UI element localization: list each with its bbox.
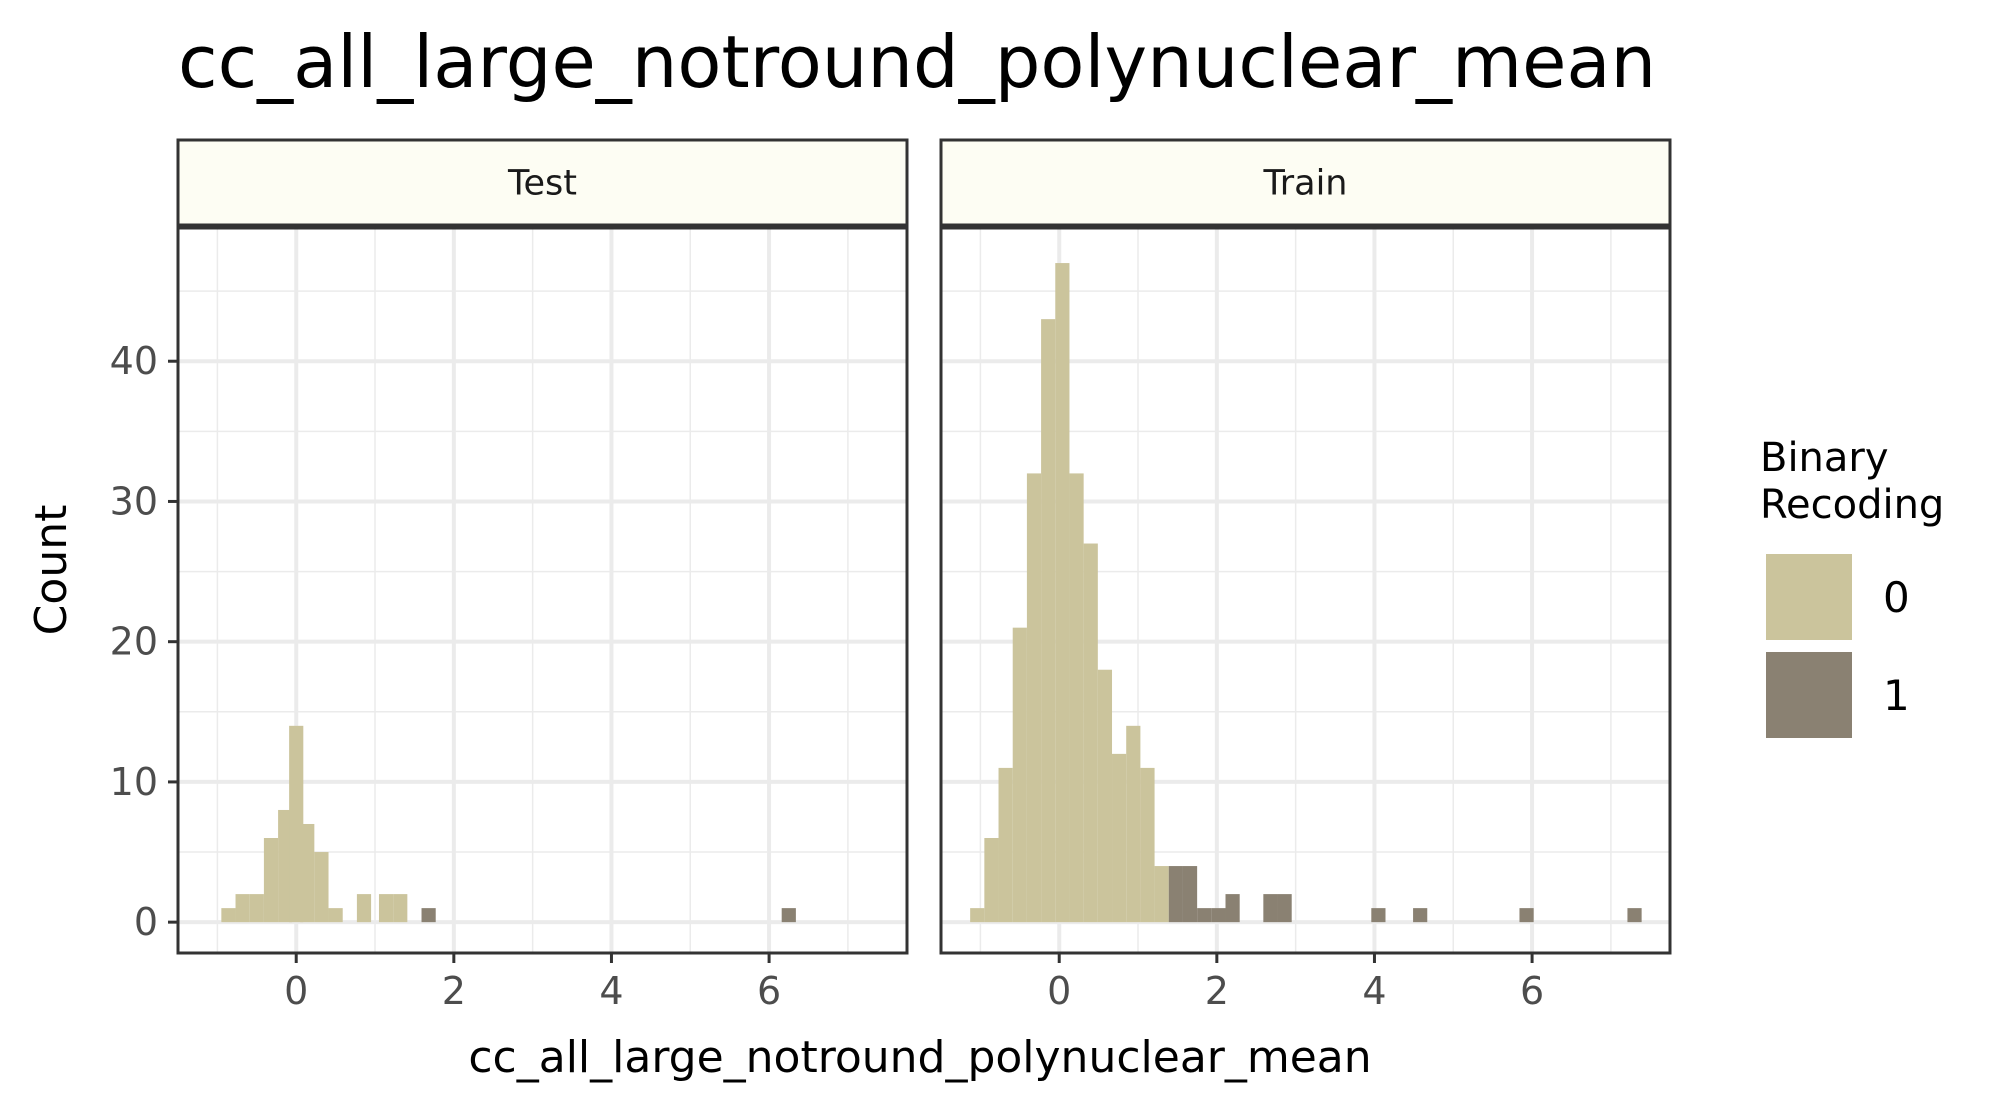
bar bbox=[314, 852, 329, 923]
bar bbox=[1277, 894, 1292, 923]
panel-train: Train 0 2 4 6 bbox=[939, 138, 1672, 1013]
legend-title-line-2: Recoding bbox=[1760, 482, 1944, 528]
bar bbox=[781, 908, 796, 923]
x-tick-label: 4 bbox=[1362, 969, 1386, 1013]
bar bbox=[1012, 627, 1027, 923]
x-axis-title: cc_all_large_notround_polynuclear_mean bbox=[468, 1032, 1371, 1083]
bar bbox=[1126, 725, 1141, 923]
legend-swatch-1 bbox=[1766, 652, 1852, 738]
bar bbox=[1197, 908, 1212, 923]
bar bbox=[1225, 894, 1240, 923]
bar bbox=[356, 894, 372, 923]
y-tick-label: 30 bbox=[110, 479, 158, 523]
bar bbox=[1112, 753, 1127, 923]
x-tick-label: 6 bbox=[1520, 969, 1544, 1013]
x-tick-label: 6 bbox=[757, 969, 781, 1013]
bar bbox=[421, 908, 436, 923]
y-tick-label: 0 bbox=[134, 900, 158, 944]
x-tick-label: 0 bbox=[1047, 969, 1071, 1013]
series-test-0 bbox=[221, 725, 408, 923]
panel-test: Test 0 2 4 6 0 10 20 30 40 bbox=[110, 138, 909, 1013]
bar bbox=[393, 894, 408, 923]
bar bbox=[970, 908, 985, 923]
x-tick-label: 4 bbox=[599, 969, 623, 1013]
bar bbox=[1211, 908, 1226, 923]
series-test-1 bbox=[421, 908, 796, 923]
panel-border-train bbox=[939, 226, 1672, 955]
x-tick-label: 2 bbox=[442, 969, 466, 1013]
bar bbox=[1182, 866, 1198, 923]
facet-panels: Test 0 2 4 6 0 10 20 30 40 Train 0 2 4 6 bbox=[110, 138, 1672, 1013]
bar bbox=[1097, 669, 1113, 923]
y-tick-label: 10 bbox=[110, 760, 158, 804]
bar bbox=[1168, 866, 1183, 923]
bar bbox=[235, 894, 250, 923]
strip-label-test: Test bbox=[507, 164, 577, 204]
panel-border-test bbox=[176, 226, 909, 955]
x-tick-label: 0 bbox=[284, 969, 308, 1013]
bar bbox=[278, 809, 293, 923]
legend-title-line-1: Binary bbox=[1760, 435, 1889, 481]
bar bbox=[998, 767, 1013, 923]
y-tick-label: 20 bbox=[110, 620, 158, 664]
bar bbox=[1069, 473, 1084, 923]
bar bbox=[1413, 908, 1428, 923]
bar bbox=[1627, 908, 1642, 923]
strip-test bbox=[176, 138, 909, 227]
bar bbox=[1055, 263, 1070, 923]
chart-title: cc_all_large_notround_polynuclear_mean bbox=[178, 20, 1656, 104]
legend-swatch-0 bbox=[1766, 554, 1852, 640]
strip-train bbox=[939, 138, 1672, 227]
bar bbox=[378, 894, 394, 923]
bar bbox=[1263, 894, 1278, 923]
bar bbox=[984, 838, 999, 923]
bar bbox=[1519, 908, 1534, 923]
series-train-0 bbox=[970, 263, 1169, 923]
bar bbox=[1026, 473, 1042, 923]
y-axis-title: Count bbox=[26, 505, 77, 636]
bar bbox=[263, 838, 279, 923]
legend-label-1: 1 bbox=[1883, 671, 1910, 720]
bar bbox=[249, 894, 264, 923]
bar bbox=[1041, 319, 1056, 923]
series-train-1 bbox=[1168, 866, 1642, 923]
strip-label-train: Train bbox=[1263, 164, 1348, 204]
x-tick-label: 2 bbox=[1205, 969, 1229, 1013]
bar bbox=[1140, 767, 1155, 923]
bar bbox=[1154, 866, 1169, 923]
bar bbox=[300, 823, 315, 923]
bar bbox=[221, 908, 236, 923]
bar bbox=[289, 725, 304, 923]
bar bbox=[1083, 543, 1098, 923]
bar bbox=[1371, 908, 1386, 923]
y-tick-label: 40 bbox=[110, 339, 158, 383]
legend-label-0: 0 bbox=[1883, 573, 1910, 622]
legend: Binary Recoding 0 1 bbox=[1760, 435, 1944, 740]
bar bbox=[328, 908, 343, 923]
